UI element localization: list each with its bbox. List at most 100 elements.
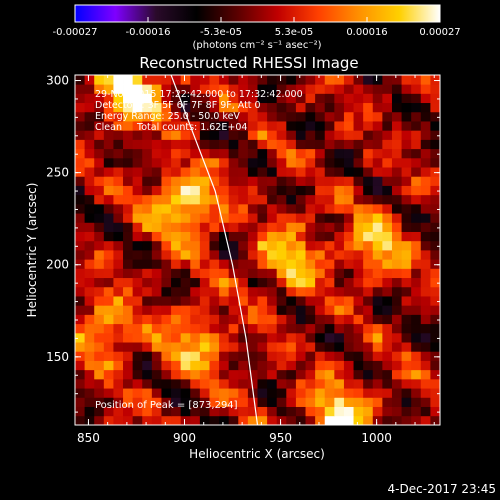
- heatmap-cell: [420, 102, 431, 113]
- heatmap-cell: [151, 176, 162, 186]
- heatmap-cell: [103, 176, 114, 186]
- heatmap-cell: [363, 222, 374, 232]
- heatmap-cell: [161, 157, 172, 168]
- peak-position-label: Position of Peak = [873,294]: [95, 400, 238, 411]
- heatmap-cell: [199, 167, 210, 177]
- heatmap-cell: [190, 397, 201, 407]
- heatmap-cell: [267, 259, 278, 269]
- heatmap-cell: [84, 213, 95, 223]
- heatmap-cell: [334, 323, 345, 334]
- heatmap-cell: [113, 314, 124, 325]
- heatmap-cell: [276, 139, 287, 150]
- heatmap-cell: [247, 360, 258, 371]
- heatmap-cell: [353, 305, 364, 315]
- heatmap-cell: [286, 75, 297, 85]
- heatmap-cell: [315, 388, 326, 398]
- heatmap-cell: [353, 194, 364, 205]
- heatmap-cell: [161, 277, 172, 288]
- heatmap-cell: [247, 323, 258, 334]
- heatmap-cell: [113, 415, 124, 425]
- heatmap-cell: [75, 351, 86, 361]
- heatmap-cell: [353, 332, 364, 343]
- heatmap-cell: [199, 305, 210, 315]
- heatmap-cell: [103, 268, 114, 279]
- heatmap-cell: [295, 369, 306, 380]
- heatmap-cell: [228, 75, 239, 85]
- heatmap-cell: [257, 130, 268, 140]
- heatmap-cell: [103, 231, 114, 242]
- heatmap-cell: [286, 378, 297, 389]
- heatmap-cell: [94, 250, 105, 260]
- heatmap-cell: [324, 323, 335, 334]
- heatmap-cell: [142, 93, 153, 104]
- heatmap-cell: [103, 157, 114, 168]
- heatmap-cell: [391, 332, 402, 343]
- heatmap-cell: [391, 102, 402, 113]
- heatmap-cell: [209, 250, 220, 260]
- heatmap-cell: [247, 194, 258, 205]
- heatmap-cell: [151, 351, 162, 361]
- heatmap-cell: [391, 342, 402, 352]
- heatmap-cell: [276, 111, 287, 122]
- heatmap-cell: [257, 305, 268, 315]
- heatmap-cell: [382, 378, 393, 389]
- heatmap-cell: [209, 102, 220, 113]
- heatmap-cell: [276, 93, 287, 104]
- heatmap-cell: [420, 139, 431, 150]
- heatmap-cell: [123, 277, 134, 288]
- heatmap-cell: [353, 84, 364, 94]
- heatmap-cell: [276, 102, 287, 113]
- heatmap-cell: [219, 102, 230, 113]
- heatmap-cell: [305, 102, 316, 113]
- heatmap-cell: [372, 121, 383, 131]
- heatmap-cell: [219, 406, 230, 417]
- heatmap-cell: [305, 84, 316, 94]
- heatmap-cell: [228, 185, 239, 196]
- heatmap-cell: [132, 157, 143, 168]
- heatmap-cell: [180, 351, 191, 361]
- heatmap-cell: [180, 176, 191, 186]
- heatmap-cell: [161, 75, 172, 85]
- heatmap-cell: [401, 360, 412, 371]
- heatmap-cell: [286, 314, 297, 325]
- heatmap-cell: [199, 406, 210, 417]
- heatmap-cell: [353, 139, 364, 150]
- heatmap-cell: [84, 130, 95, 140]
- heatmap-cell: [84, 259, 95, 269]
- heatmap-cell: [257, 222, 268, 232]
- heatmap-cell: [286, 305, 297, 315]
- heatmap-cell: [411, 250, 422, 260]
- heatmap-cell: [334, 369, 345, 380]
- heatmap-cell: [315, 139, 326, 150]
- heatmap-cell: [238, 314, 249, 325]
- heatmap-cell: [382, 332, 393, 343]
- y-tick-label: 300: [46, 74, 69, 88]
- heatmap-cell: [353, 342, 364, 352]
- heatmap-cell: [180, 415, 191, 425]
- heatmap-cell: [209, 259, 220, 269]
- heatmap-cell: [123, 185, 134, 196]
- heatmap-cell: [75, 342, 86, 352]
- heatmap-cell: [257, 176, 268, 186]
- heatmap-cell: [161, 342, 172, 352]
- heatmap-cell: [161, 203, 172, 214]
- heatmap-cell: [75, 167, 86, 177]
- heatmap-cell: [334, 167, 345, 177]
- heatmap-cell: [180, 231, 191, 242]
- heatmap-cell: [228, 222, 239, 232]
- heatmap-cell: [132, 415, 143, 425]
- heatmap-cell: [199, 75, 210, 85]
- heatmap-cell: [295, 268, 306, 279]
- heatmap-cell: [180, 388, 191, 398]
- heatmap-cell: [151, 222, 162, 232]
- heatmap-cell: [132, 250, 143, 260]
- heatmap-cell: [420, 259, 431, 269]
- heatmap-cell: [257, 415, 268, 425]
- heatmap-cell: [75, 296, 86, 306]
- heatmap-cell: [401, 406, 412, 417]
- heatmap-cell: [411, 388, 422, 398]
- heatmap-cell: [372, 369, 383, 380]
- heatmap-cell: [401, 185, 412, 196]
- heatmap-cell: [151, 102, 162, 113]
- heatmap-cell: [219, 415, 230, 425]
